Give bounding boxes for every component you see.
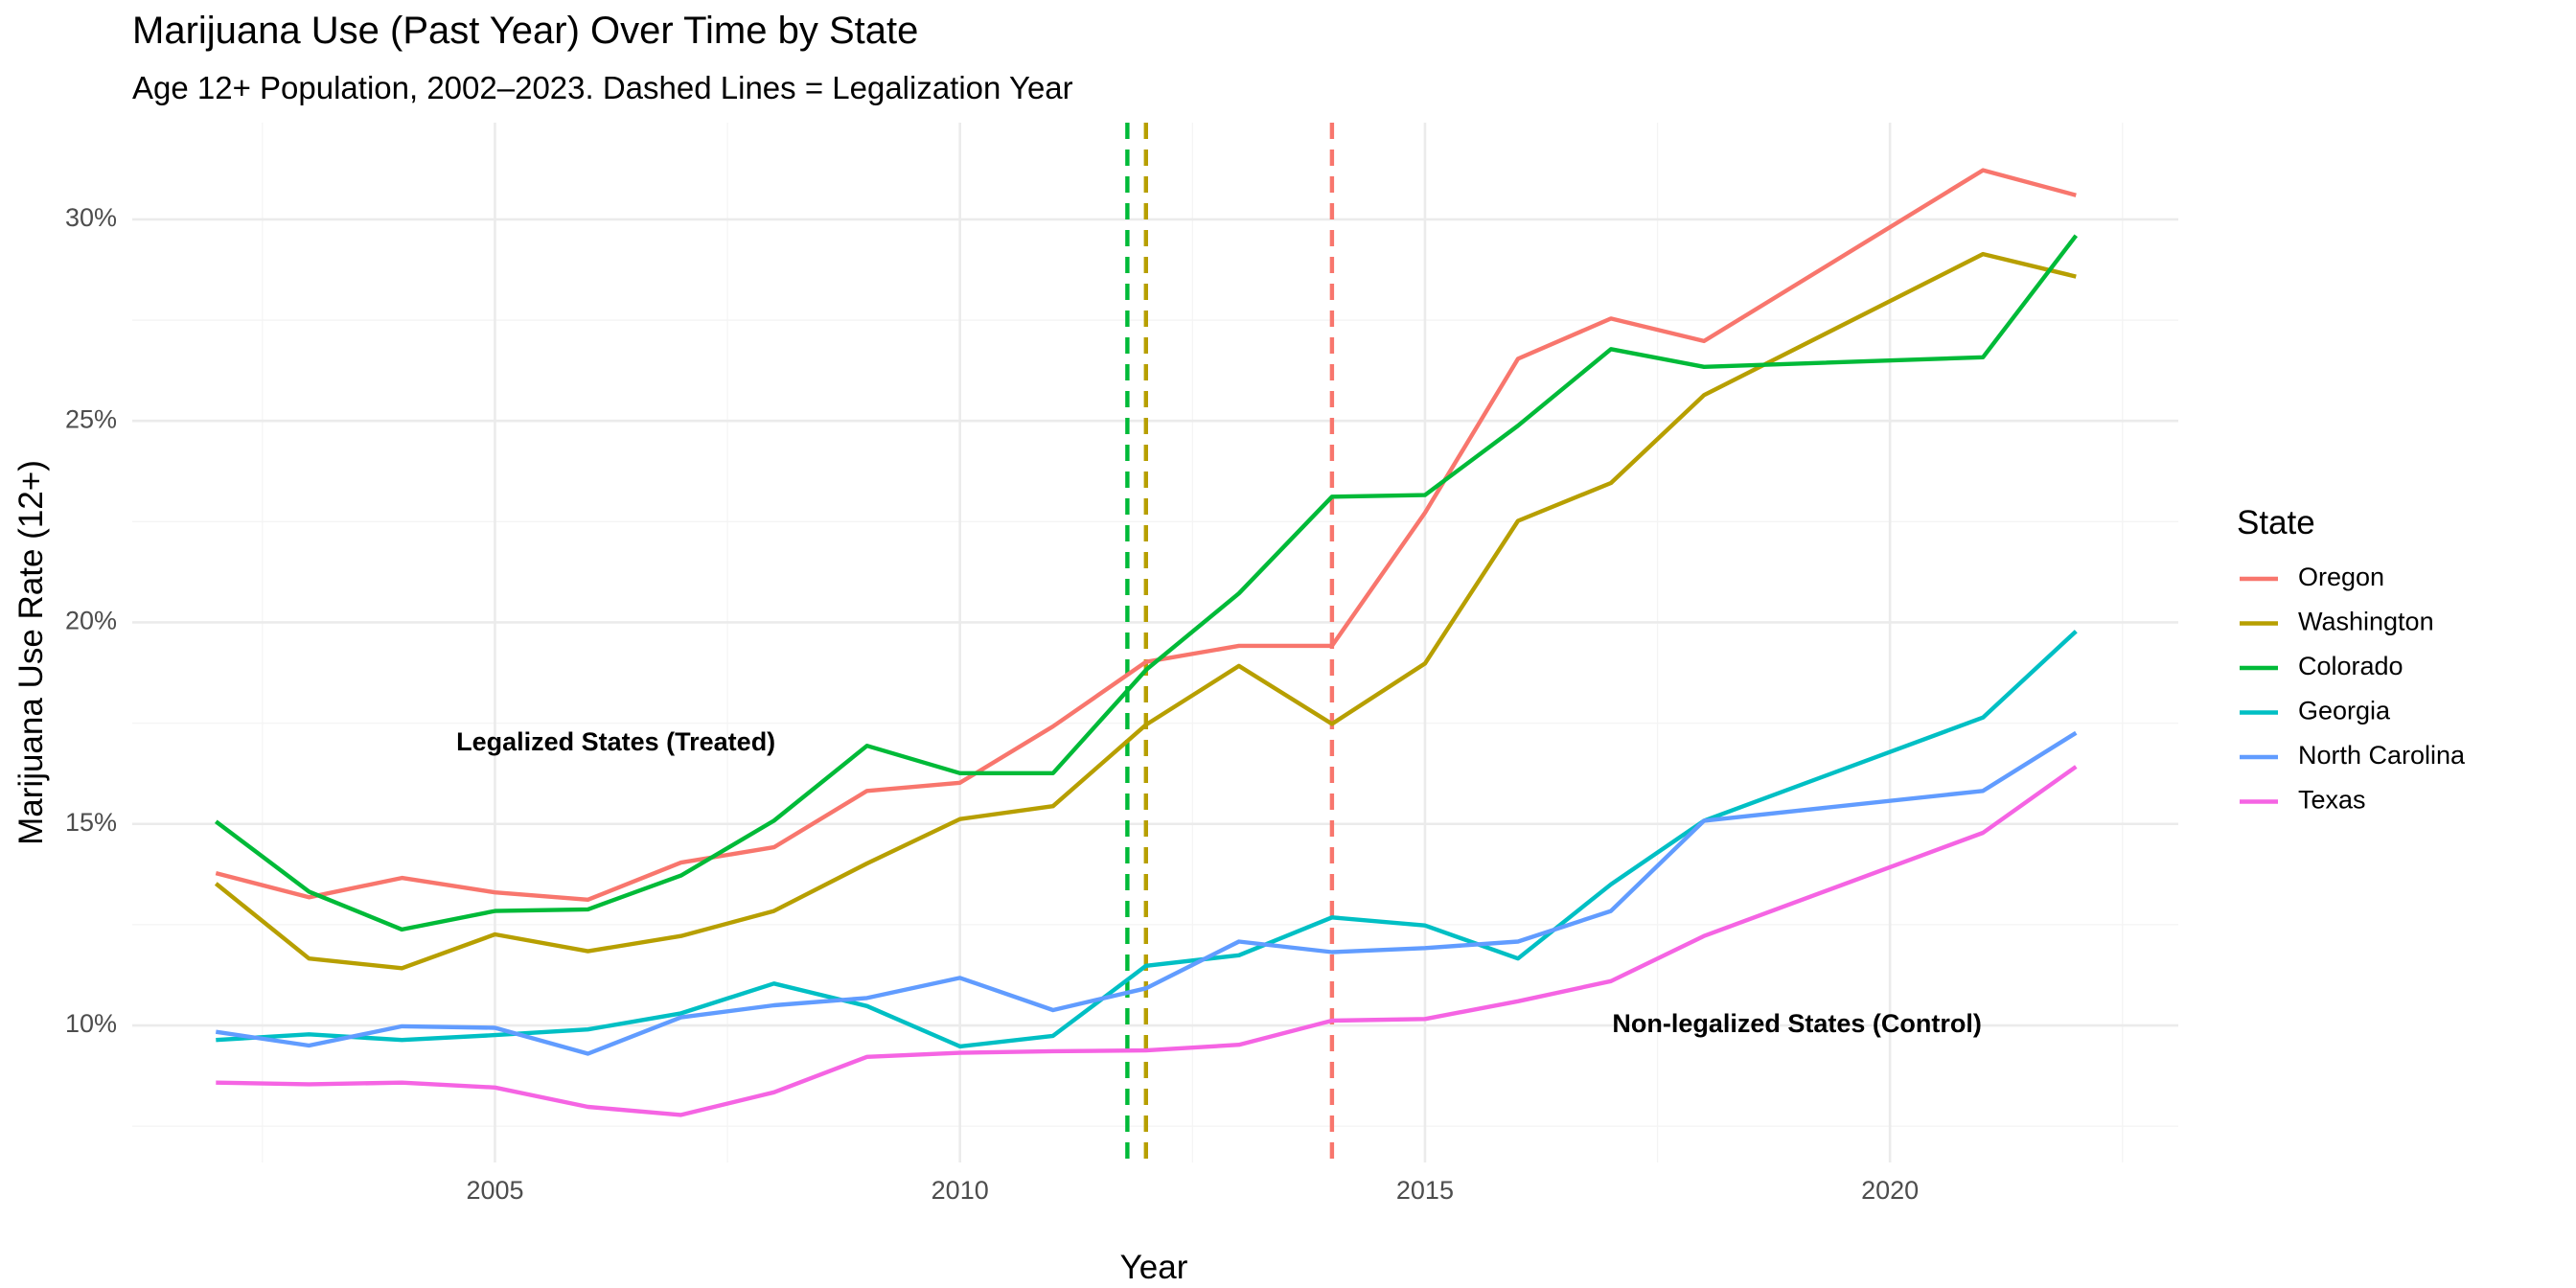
series-line-north-carolina xyxy=(215,730,2078,1056)
grid xyxy=(132,123,2178,1162)
annotation-label: Legalized States (Treated) xyxy=(456,727,775,756)
legalization-year-lines xyxy=(1125,123,1335,1162)
legend-label-colorado: Colorado xyxy=(2298,652,2404,680)
series-line-oregon xyxy=(215,168,2077,902)
legend-label-georgia: Georgia xyxy=(2298,697,2391,725)
legend-label-oregon: Oregon xyxy=(2298,563,2384,591)
y-tick-label: 10% xyxy=(65,1009,117,1038)
legend: State Oregon Washington Colorado Georgia Nor… xyxy=(2237,504,2466,815)
legend-label-washington: Washington xyxy=(2298,608,2434,636)
x-tick-label: 2015 xyxy=(1396,1176,1454,1205)
y-tick-label: 15% xyxy=(65,808,117,837)
y-tick-label: 25% xyxy=(65,404,117,433)
chart-subtitle: Age 12+ Population, 2002–2023. Dashed Li… xyxy=(132,70,1073,105)
series-line-texas xyxy=(216,765,2078,1117)
chart-title: Marijuana Use (Past Year) Over Time by S… xyxy=(132,10,918,52)
x-tick-label: 2005 xyxy=(466,1176,523,1205)
annotation-label: Non-legalized States (Control) xyxy=(1612,1009,1982,1038)
x-tick-label: 2010 xyxy=(932,1176,989,1205)
series-line-georgia xyxy=(216,630,2078,1049)
series-line-washington xyxy=(214,251,2077,971)
y-tick-label: 30% xyxy=(65,203,117,232)
axis-tick-labels: 2005 2010 2015 2020 10% 15% 20% 25% 30% xyxy=(65,203,1919,1205)
legend-title: State xyxy=(2237,504,2315,541)
annotations: Legalized States (Treated) Non-legalized … xyxy=(456,727,1982,1038)
series-line-colorado xyxy=(214,234,2079,932)
legend-label-north-carolina: North Carolina xyxy=(2298,741,2466,770)
x-axis-title: Year xyxy=(1120,1249,1188,1286)
y-axis-title: Marijuana Use Rate (12+) xyxy=(12,460,50,845)
y-tick-label: 20% xyxy=(65,607,117,635)
legend-label-texas: Texas xyxy=(2298,786,2366,815)
x-tick-label: 2020 xyxy=(1861,1176,1919,1205)
series-lines xyxy=(214,168,2079,1117)
